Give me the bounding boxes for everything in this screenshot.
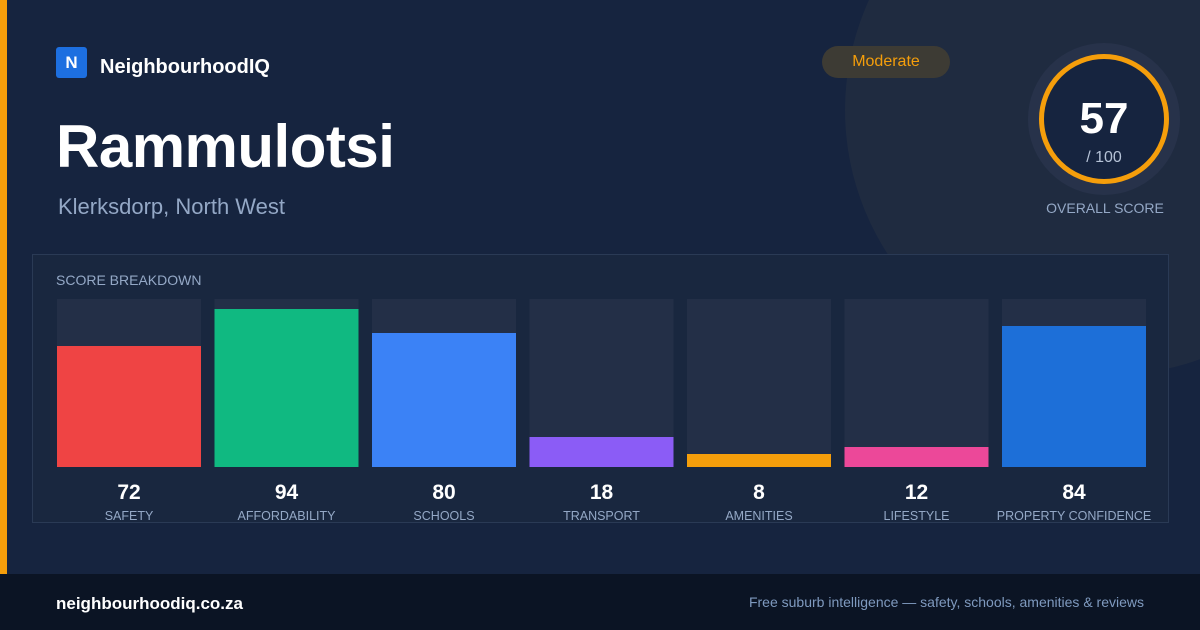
score-breakdown-panel: SCORE BREAKDOWN 72 SAFETY 94 AFFORDABILITY 8…	[32, 254, 1169, 523]
bar-label-schools: SCHOOLS	[413, 509, 474, 523]
overall-score-max: / 100	[1086, 149, 1122, 166]
brand[interactable]: N NeighbourhoodIQ	[56, 46, 270, 79]
bar-label-amenities: AMENITIES	[725, 509, 792, 523]
bar-value-affordability: 94	[275, 481, 299, 504]
footer-url[interactable]: neighbourhoodiq.co.za	[56, 594, 243, 613]
overall-score-value: 57	[1079, 94, 1129, 143]
footer: neighbourhoodiq.co.za Free suburb intell…	[0, 574, 1200, 630]
overall-score-gauge: 57 / 100	[1028, 43, 1180, 195]
bar-track-lifestyle	[844, 299, 989, 467]
bar-affordability	[214, 309, 359, 467]
bar-value-schools: 80	[432, 481, 455, 504]
bar-lifestyle	[844, 447, 989, 467]
bar-label-safety: SAFETY	[105, 509, 154, 523]
accent-stripe	[0, 0, 7, 574]
suburb-name: Rammulotsi	[56, 113, 395, 180]
bar-label-property-confidence: PROPERTY CONFIDENCE	[997, 509, 1151, 523]
score-breakdown-chart: 72 SAFETY 94 AFFORDABILITY 80 SCHOOLS 18 TRANSP…	[57, 299, 1151, 523]
bar-schools	[372, 333, 516, 467]
breakdown-title: SCORE BREAKDOWN	[56, 272, 202, 288]
rating-badge: Moderate	[822, 46, 950, 78]
bar-track-amenities	[687, 299, 831, 467]
score-ring: 57 / 100	[1039, 54, 1169, 184]
bar-transport	[529, 437, 674, 467]
bar-value-property-confidence: 84	[1062, 481, 1086, 504]
brand-name: NeighbourhoodIQ	[100, 56, 270, 78]
logo-icon: N	[56, 47, 87, 78]
bar-label-transport: TRANSPORT	[563, 509, 640, 523]
bar-value-amenities: 8	[753, 481, 765, 504]
bar-safety	[57, 346, 201, 467]
overall-score-label: OVERALL SCORE	[1046, 200, 1164, 216]
bar-property-confidence	[1002, 326, 1146, 467]
suburb-location: Klerksdorp, North West	[58, 194, 286, 219]
bar-amenities	[687, 454, 831, 467]
bar-label-lifestyle: LIFESTYLE	[884, 509, 950, 523]
bar-value-safety: 72	[117, 481, 140, 504]
bar-label-affordability: AFFORDABILITY	[238, 509, 337, 523]
suburb-card: N NeighbourhoodIQ Rammulotsi Klerksdorp,…	[0, 0, 1180, 574]
footer-tagline: Free suburb intelligence — safety, schoo…	[748, 594, 1144, 610]
bar-value-transport: 18	[590, 481, 614, 504]
bar-value-lifestyle: 12	[905, 481, 928, 504]
